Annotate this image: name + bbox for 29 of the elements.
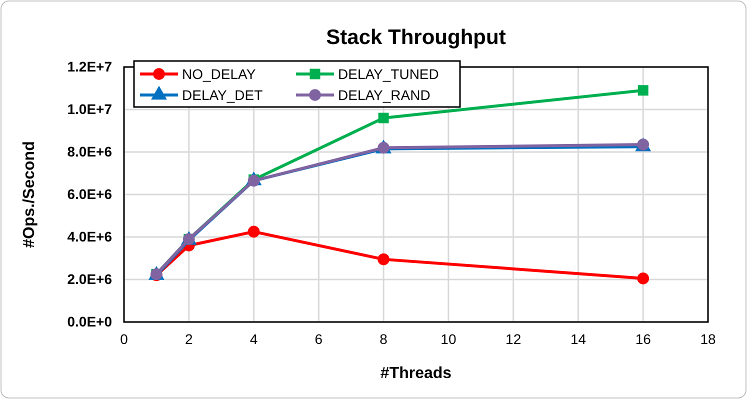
x-tick-label: 14 <box>570 330 586 347</box>
x-tick-label: 12 <box>506 330 522 347</box>
x-tick-label: 6 <box>314 330 323 347</box>
y-tick-label: 0.0E+0 <box>67 313 112 330</box>
y-axis-title: #Ops./Second <box>21 141 38 248</box>
point <box>378 112 389 124</box>
legend-label: DELAY_TUNED <box>338 66 439 82</box>
point <box>248 226 260 238</box>
legend-label: DELAY_RAND <box>338 87 430 103</box>
y-tick-label: 1.2E+7 <box>67 58 112 74</box>
point <box>638 85 648 96</box>
x-tick-label: 18 <box>700 330 716 347</box>
x-tick-label: 10 <box>440 330 456 347</box>
y-tick-label: 8.0E+6 <box>67 143 112 160</box>
x-axis-title: #Threads <box>380 365 452 382</box>
y-tick-label: 4.0E+6 <box>67 228 112 244</box>
point <box>637 272 650 284</box>
x-tick-label: 8 <box>380 330 388 347</box>
x-tick-label: 2 <box>184 330 193 347</box>
y-tick-label: 2.0E+6 <box>67 270 112 287</box>
legend-label: NO_DELAY <box>182 66 256 82</box>
x-tick-label: 0 <box>120 330 128 347</box>
x-tick-label: 16 <box>635 330 652 347</box>
legend-label: DELAY_DET <box>182 87 264 103</box>
chart-title: Stack Throughput <box>326 26 506 49</box>
y-tick-label: 6.0E+6 <box>67 186 112 202</box>
point <box>378 253 390 266</box>
x-tick-label: 4 <box>250 330 258 347</box>
y-tick-label: 1.0E+7 <box>67 100 112 117</box>
